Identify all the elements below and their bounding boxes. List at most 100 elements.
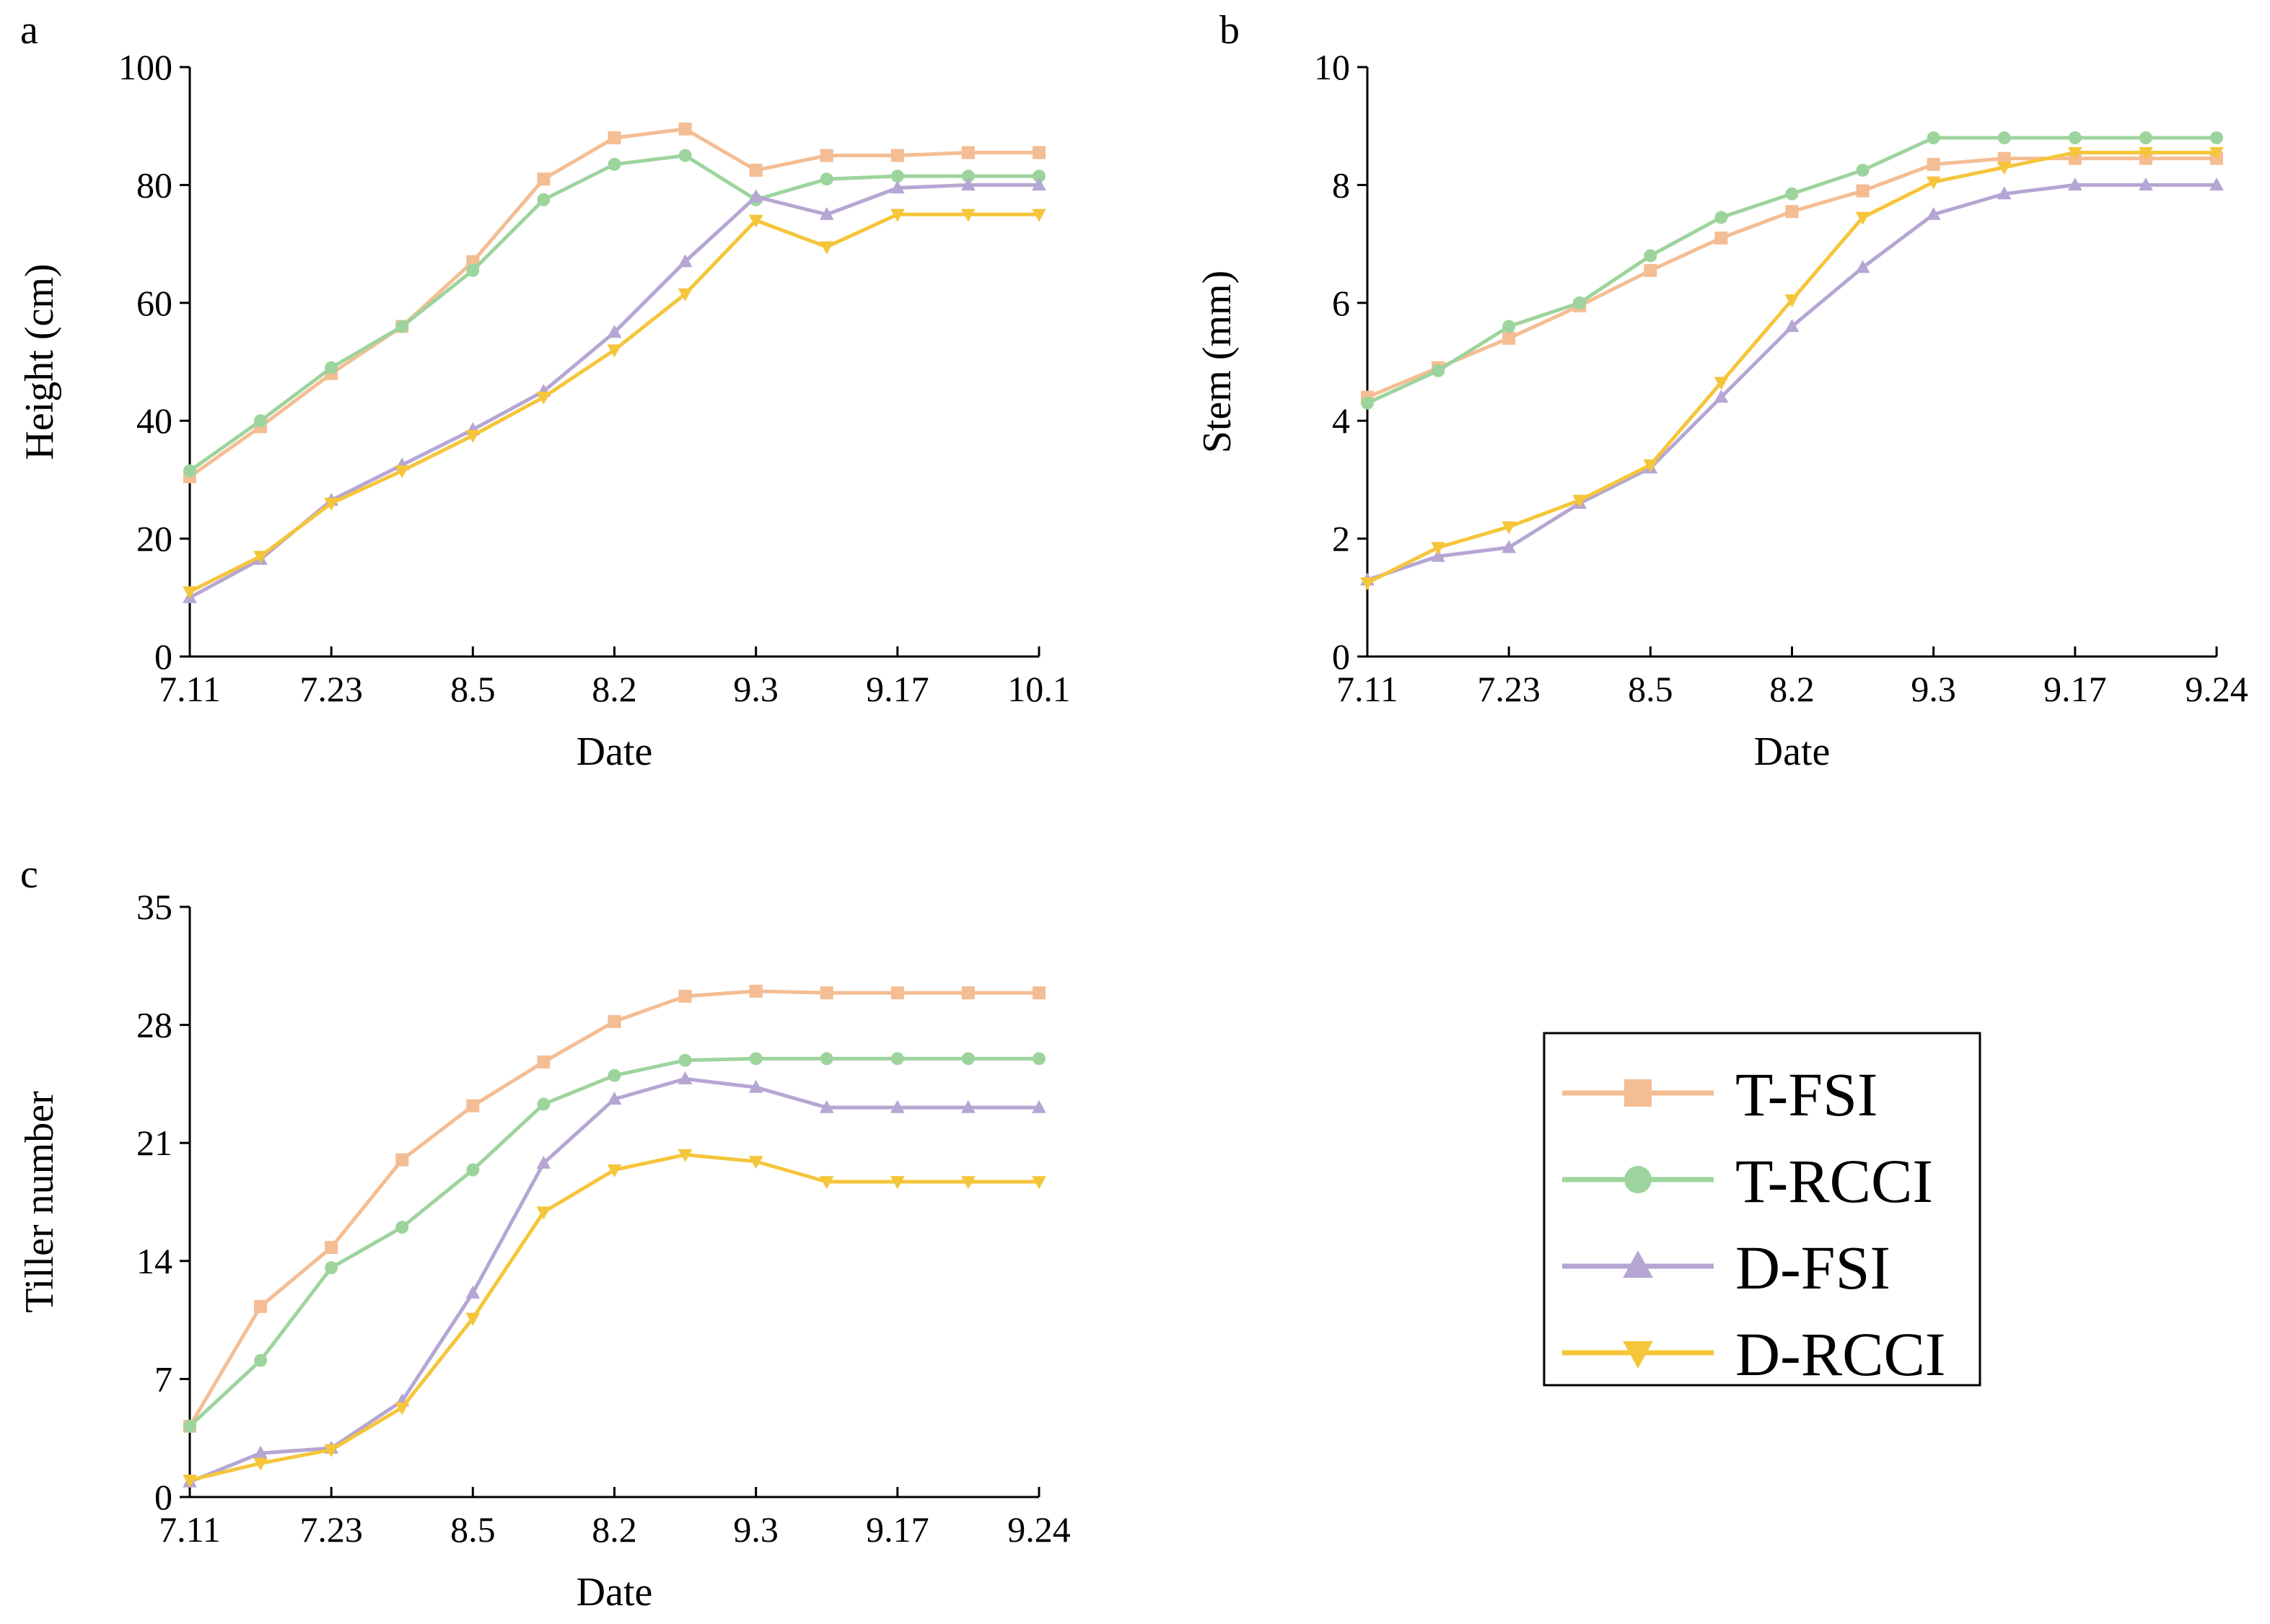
panel-a-t-rcci-point [820,172,833,186]
panel-a-y-tick-label: 40 [136,400,172,441]
panel-c-t-fsi-point [608,1014,621,1028]
panel-b-series-d-rcci [1360,146,2224,591]
panel-a-d-fsi-point [819,206,834,220]
panel-b-d-rcci-point [1360,577,1375,591]
panel-c-t-rcci-line [188,1056,1039,1428]
panel-b-y-tick-label: 4 [1332,400,1350,441]
panel-b-d-fsi-point [2139,177,2153,191]
panel-c-d-rcci-point [819,1176,834,1190]
panel-b-t-rcci-point [1573,296,1587,310]
panel-b-d-rcci-point [1643,459,1658,473]
panel-a-d-fsi-point [748,189,763,203]
panel-c-t-fsi-point [254,1299,268,1313]
panel-b-t-rcci-point [1927,131,1940,145]
panel-b-d-fsi-line [1367,183,2217,582]
panel-a-t-rcci-point [183,464,196,478]
panel-c-series-t-rcci [183,1052,1046,1433]
panel-b-axes [1366,67,2217,658]
panel-b-y-tick-label: 8 [1332,164,1350,205]
panel-c-t-fsi-point [466,1099,480,1112]
panel-b-t-fsi-point [1997,152,2011,165]
panel-c-d-fsi-point [890,1100,905,1113]
panel-a-t-rcci-point [961,170,975,183]
panel-a-t-fsi-point [890,149,904,162]
panel-b-t-fsi-point [1502,331,1516,345]
panel-b-d-rcci-point [1502,521,1517,535]
panel-a-series-d-rcci [183,209,1046,600]
panel-c-t-rcci-point [325,1261,338,1275]
legend-item-d-rcci: D-RCCI [1562,1320,1945,1389]
panel-a-d-rcci-point [465,429,481,443]
panel-a-t-fsi-point [1033,146,1046,159]
panel-b-y-tick-label: 10 [1314,47,1350,87]
panel-b-t-fsi-point [1644,263,1657,277]
panel-a-x-tick-label: 8.2 [592,669,637,709]
panel-c-y-tick-label: 35 [136,887,172,927]
panel-c-y-tick-label: 7 [154,1359,172,1399]
panel-b-x-tick-label: 7.23 [1477,669,1541,709]
panel-c-y-tick-label: 14 [136,1241,172,1281]
panel-c-x-tick-label: 9.24 [1007,1509,1071,1550]
panel-b-d-rcci-point [1926,176,1941,190]
panel-a-y-axis-title: Height (cm) [17,263,62,460]
panel-a-t-fsi-point [608,131,621,145]
panel-b-y-tick-label: 0 [1332,636,1350,677]
panel-a-d-rcci-point [536,391,551,405]
panel-c-t-rcci-point [466,1163,480,1177]
legend-d-rcci-label: D-RCCI [1735,1320,1945,1389]
panel-c-t-rcci-point [890,1052,904,1066]
panel-c-d-fsi-point [961,1100,976,1113]
legend-d-fsi-marker [1623,1250,1653,1278]
legend: T-FSI T-RCCI D-FSI D-RCCI [1543,1032,1981,1389]
panel-c-d-rcci-point [395,1402,410,1415]
panel-a-t-fsi-line [188,127,1039,478]
panel-b-d-fsi-point [1714,390,1729,403]
panel-c-d-fsi-point [536,1155,551,1169]
panel-a-t-rcci-point [1033,170,1046,183]
panel-c-t-fsi-point [678,989,692,1003]
panel-c-d-rcci-line [189,1153,1039,1483]
panel-b-d-rcci-point [1714,377,1729,390]
panel-a-x-tick-label: 7.23 [299,669,363,709]
panel-c-d-fsi-line [189,1076,1039,1484]
panel-a-d-fsi-point [1032,177,1046,191]
panel-b-x-tick-label: 7.11 [1336,669,1398,709]
panel-c-t-rcci-point [537,1097,551,1111]
panel-c-t-rcci-point [961,1052,975,1066]
panel-a-y-tick-label: 100 [118,47,172,87]
panel-b-t-rcci-line [1366,136,2217,405]
panel-c-d-fsi-point [607,1092,622,1105]
panel-c-d-rcci-point [748,1156,763,1169]
panel-c-x-tick-label: 8.5 [450,1509,496,1550]
panel-c-x-tick-label: 7.11 [159,1509,221,1550]
panel-b-t-rcci-point [2139,131,2152,145]
panel-c-series-d-fsi [183,1071,1046,1488]
panel-a-d-rcci-point [253,550,268,564]
panel-b-t-rcci-point [1997,131,2011,145]
panel-c-t-rcci-point [395,1221,409,1234]
panel-c-t-rcci-point [183,1419,196,1433]
panel-c-d-fsi-point [253,1445,268,1459]
panel-c-d-rcci-point [678,1149,693,1162]
panel-b-y-tick-label: 6 [1332,283,1350,323]
legend-item-d-fsi: D-FSI [1562,1233,1890,1302]
panel-b-t-rcci-point [2068,131,2082,145]
panel-c-x-tick-label: 7.23 [299,1509,363,1550]
panel-a-d-rcci-point [183,586,197,600]
panel-c-x-tick-label: 8.2 [592,1509,637,1550]
panel-c-series-t-fsi [183,984,1046,1433]
legend-t-fsi-marker [1624,1079,1652,1107]
panel-a-t-rcci-point [890,170,904,183]
panel-a-series-t-rcci [183,149,1046,478]
panel-c-d-rcci-point [183,1474,197,1488]
panel-a-t-rcci-point [537,193,551,206]
panel-c-t-fsi-point [325,1241,338,1255]
panel-a-t-rcci-line [188,153,1039,473]
panel-a-d-rcci-point [678,288,693,302]
panel-c-t-fsi-point [537,1055,551,1069]
panel-c-y-axis-title: Tiller number [17,1091,62,1313]
panel-a-t-fsi-point [820,149,833,162]
panel-c-t-fsi-point [1033,986,1046,1000]
panel-b-d-rcci-point [2067,146,2082,160]
